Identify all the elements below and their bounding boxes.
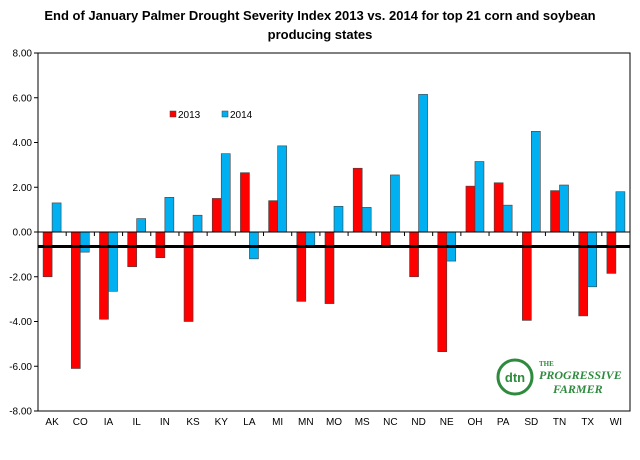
bar-2014-MN (305, 231, 316, 247)
bar-2014-SD (531, 131, 541, 233)
x-tick-label: SD (524, 417, 538, 428)
x-tick-label: MI (272, 417, 283, 428)
bar-2013-ND (409, 231, 419, 278)
bar-2014-PA (502, 204, 513, 233)
bar-2014-TN (559, 184, 569, 233)
bar-2013-AK (42, 231, 53, 278)
x-tick-label: OH (467, 417, 482, 428)
x-tick-label: IL (132, 417, 141, 428)
bars-group (42, 94, 626, 369)
x-tick-label: KS (186, 417, 200, 428)
x-tick-label: MO (326, 417, 342, 428)
legend-label-2014: 2014 (230, 110, 253, 121)
y-tick-label: -4.00 (9, 317, 32, 328)
bar-2014-KY (220, 153, 231, 233)
legend-swatch-2013 (169, 110, 177, 118)
y-tick-label: -6.00 (9, 362, 32, 373)
bar-2013-PA (493, 182, 504, 233)
bar-2014-MS (361, 207, 372, 233)
logo-line2: PROGRESSIVE (539, 368, 622, 382)
legend-label-2013: 2013 (178, 110, 201, 121)
bar-2013-MI (268, 200, 278, 233)
legend: 2013 2014 (169, 110, 253, 121)
x-tick-label: TN (553, 417, 566, 428)
bar-2014-IN (164, 197, 175, 233)
chart-title: End of January Palmer Drought Severity I… (44, 8, 596, 42)
x-tick-label: ND (411, 417, 425, 428)
bar-2013-TN (550, 190, 560, 233)
x-tick-label: MN (298, 417, 314, 428)
bar-2013-WI (606, 231, 617, 274)
bar-2013-NC (381, 231, 391, 247)
bar-2013-IL (127, 231, 137, 267)
bar-2013-MS (352, 167, 363, 233)
y-tick-label: -2.00 (9, 272, 32, 283)
bar-2013-LA (240, 172, 250, 233)
logo-line1: THE (539, 360, 554, 368)
x-tick-label: CO (73, 417, 88, 428)
x-tick-label: WI (610, 417, 622, 428)
y-tick-label: -8.00 (9, 407, 32, 418)
x-tick-label: MS (355, 417, 370, 428)
bar-2014-MO (333, 205, 344, 233)
x-tick-label: KY (215, 417, 229, 428)
bar-2014-OH (474, 161, 485, 233)
bar-2013-OH (465, 185, 476, 233)
y-tick-label: 4.00 (13, 138, 33, 149)
x-tick-label: IN (160, 417, 170, 428)
x-tick-label: NC (383, 417, 397, 428)
y-tick-label: 0.00 (13, 228, 33, 239)
x-tick-label: NE (440, 417, 454, 428)
bar-2014-ND (418, 94, 428, 233)
legend-swatch-2014 (221, 110, 229, 118)
x-tick-label: PA (497, 417, 510, 428)
dtn-logo-circle-icon (496, 358, 534, 396)
bar-2013-MN (296, 231, 307, 302)
bar-2013-NE (437, 231, 448, 353)
bar-2014-IL (136, 218, 146, 233)
progressive-farmer-logo: dtn THE PROGRESSIVE FARMER (495, 354, 625, 400)
bar-2014-IA (108, 231, 118, 292)
bar-2013-CO (70, 231, 81, 369)
axes-group: -8.00 -6.00 -4.00 -2.00 0.00 2.00 4.00 6.00 8.00… (9, 49, 630, 428)
y-tick-label: 6.00 (13, 93, 33, 104)
bar-2013-MO (324, 231, 335, 304)
logo-line3: FARMER (552, 382, 603, 396)
y-tick-label: 2.00 (13, 183, 33, 194)
x-tick-label: LA (243, 417, 256, 428)
x-tick-label: TX (581, 417, 594, 428)
x-tick-label: IA (104, 417, 114, 428)
logo-brand: dtn (505, 370, 525, 385)
bar-2013-IN (155, 231, 166, 259)
bar-2014-MI (277, 145, 287, 233)
bar-2014-AK (51, 202, 62, 233)
bar-2014-WI (615, 191, 626, 233)
bar-2013-TX (578, 231, 589, 317)
bar-2014-KS (192, 214, 203, 233)
x-tick-label: AK (45, 417, 59, 428)
bar-2013-KY (211, 198, 222, 233)
y-tick-label: 8.00 (13, 49, 33, 60)
bar-2014-NC (390, 174, 400, 233)
bar-2014-TX (587, 231, 598, 288)
bar-2014-CO (79, 231, 90, 253)
